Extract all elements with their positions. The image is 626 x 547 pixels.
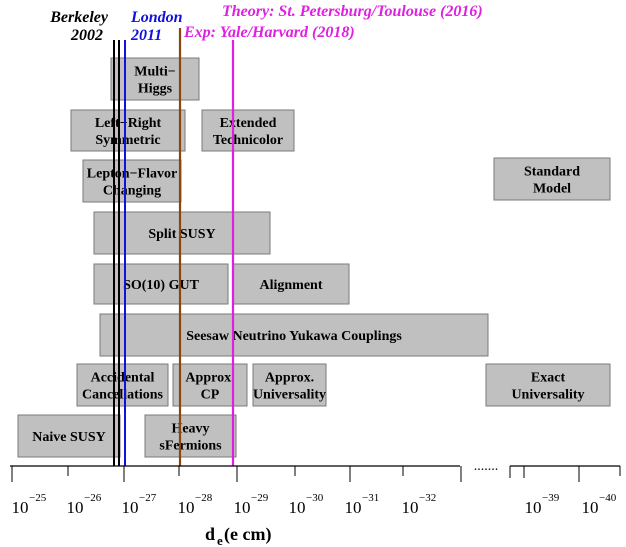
berkeley-year-label: 2002	[70, 27, 103, 44]
model-box-heavy-sfermions: Heavy sFermions	[144, 414, 237, 458]
model-box-naive-susy: Naive SUSY	[17, 414, 121, 458]
model-label-exact-universality: Exact	[531, 371, 566, 386]
model-label-lepton-flavor-changing: Lepton−Flavor	[87, 167, 177, 182]
model-label-heavy-sfermions: sFermions	[159, 439, 222, 454]
model-label-standard-model: Model	[533, 182, 571, 197]
model-box-alignment: Alignment	[232, 263, 350, 305]
tick-exponent: −29	[251, 492, 269, 504]
axis-title-subscript: e	[217, 533, 223, 547]
tick-exponent: −40	[599, 492, 617, 504]
tick-label: 10	[582, 498, 599, 517]
model-box-extended-technicolor: Extended Technicolor	[201, 109, 295, 152]
model-label-heavy-sfermions: Heavy	[171, 422, 209, 437]
model-label-approx-cp: Approx.	[185, 371, 234, 386]
model-boxes: Multi− Higgs Left−Right Symmetric Extended Te…	[17, 57, 611, 458]
exp-label: Exp: Yale/Harvard (2018)	[183, 24, 355, 41]
model-box-standard-model: Standard Model	[493, 157, 611, 201]
model-label-so10-gut: SO(10) GUT	[123, 278, 200, 293]
tick-label: 10	[402, 498, 419, 517]
model-label-approx-universality: Approx.	[265, 371, 314, 386]
model-label-multi-higgs: Multi−	[134, 65, 175, 80]
model-label-seesaw: Seesaw Neutrino Yukawa Couplings	[186, 329, 402, 344]
limit-lines	[113, 28, 235, 466]
model-label-left-right-symmetric: Symmetric	[95, 133, 160, 148]
theory-label: Theory: St. Petersburg/Toulouse (2016)	[222, 3, 483, 20]
model-label-lepton-flavor-changing: Changing	[103, 184, 161, 199]
model-box-approx-cp: Approx. CP	[172, 363, 248, 407]
model-label-accidental-cancellations: Cancellations	[82, 388, 163, 403]
model-box-accidental-cancellations: Accidental Cancellations	[76, 363, 169, 407]
model-box-split-susy: Split SUSY	[93, 211, 271, 255]
tick-exponent: −25	[29, 492, 47, 504]
x-axis: .......10 −25 10 −26 10 −27 10 −28 10 −29 10 −30 10−…	[10, 459, 621, 547]
tick-exponent: −26	[84, 492, 102, 504]
tick-label: 10	[12, 498, 29, 517]
tick-exponent: −39	[542, 492, 560, 504]
model-label-accidental-cancellations: Accidental	[91, 371, 155, 386]
tick-label: 10	[525, 498, 542, 517]
tick-label: 10	[122, 498, 139, 517]
london-year-label: 2011	[130, 27, 162, 44]
tick-exponent: −28	[195, 492, 213, 504]
model-label-multi-higgs: Higgs	[138, 82, 173, 97]
tick-label: 10	[234, 498, 251, 517]
model-box-so10-gut: SO(10) GUT	[93, 263, 229, 305]
tick-label: 10	[67, 498, 84, 517]
tick-label: 10	[289, 498, 306, 517]
model-label-exact-universality: Universality	[511, 388, 584, 403]
axis-title: d	[205, 524, 215, 544]
tick-exponent: −30	[306, 492, 324, 504]
tick-exponent: −32	[419, 492, 436, 504]
model-box-lepton-flavor-changing: Lepton−Flavor Changing	[82, 159, 182, 203]
axis-title-units: (e cm)	[224, 524, 271, 545]
model-label-split-susy: Split SUSY	[148, 227, 215, 242]
model-box-seesaw: Seesaw Neutrino Yukawa Couplings	[99, 313, 489, 357]
model-label-extended-technicolor: Extended	[220, 116, 277, 131]
tick-label: 10	[345, 498, 362, 517]
model-box-left-right-symmetric: Left−Right Symmetric	[70, 109, 186, 152]
model-box-approx-universality: Approx. Universality	[252, 363, 327, 407]
model-label-approx-universality: Universality	[253, 388, 326, 403]
model-label-approx-cp: CP	[201, 388, 220, 403]
model-label-naive-susy: Naive SUSY	[32, 430, 106, 445]
model-box-exact-universality: Exact Universality	[485, 363, 611, 407]
tick-label: 10	[178, 498, 195, 517]
model-label-extended-technicolor: Technicolor	[213, 133, 283, 148]
london-label: London	[130, 9, 183, 26]
berkeley-label: Berkeley	[49, 9, 109, 26]
model-label-standard-model: Standard	[524, 165, 580, 180]
tick-exponent: −31	[362, 492, 379, 504]
axis-break-dots: .......	[474, 459, 499, 474]
tick-exponent: −27	[139, 492, 157, 504]
model-label-alignment: Alignment	[260, 278, 323, 293]
model-label-left-right-symmetric: Left−Right	[95, 116, 162, 131]
